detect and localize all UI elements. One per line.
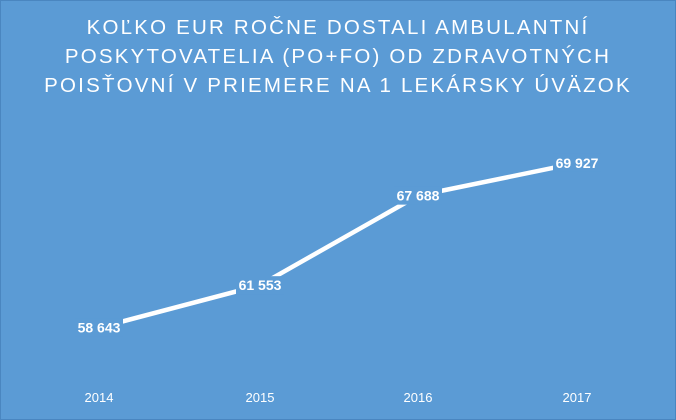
data-label-2015: 61 553	[239, 277, 282, 293]
data-label-2016: 67 688	[397, 188, 440, 204]
x-tick-label-2017: 2017	[563, 390, 592, 405]
chart-title: KOĽKO EUR ROČNE DOSTALI AMBULANTNÍ POSKY…	[44, 16, 632, 97]
data-label-bg-2014	[75, 318, 123, 337]
data-label-bg-2017	[553, 153, 601, 172]
x-tick-label-2015: 2015	[246, 390, 275, 405]
x-tick-label-2014: 2014	[85, 390, 114, 405]
series-line	[96, 160, 580, 330]
data-label-bg-2015	[236, 276, 284, 295]
x-tick-label-2016: 2016	[404, 390, 433, 405]
data-label-2014: 58 643	[78, 320, 121, 336]
data-label-bg-2016	[394, 186, 442, 205]
data-label-2017: 69 927	[556, 155, 599, 171]
